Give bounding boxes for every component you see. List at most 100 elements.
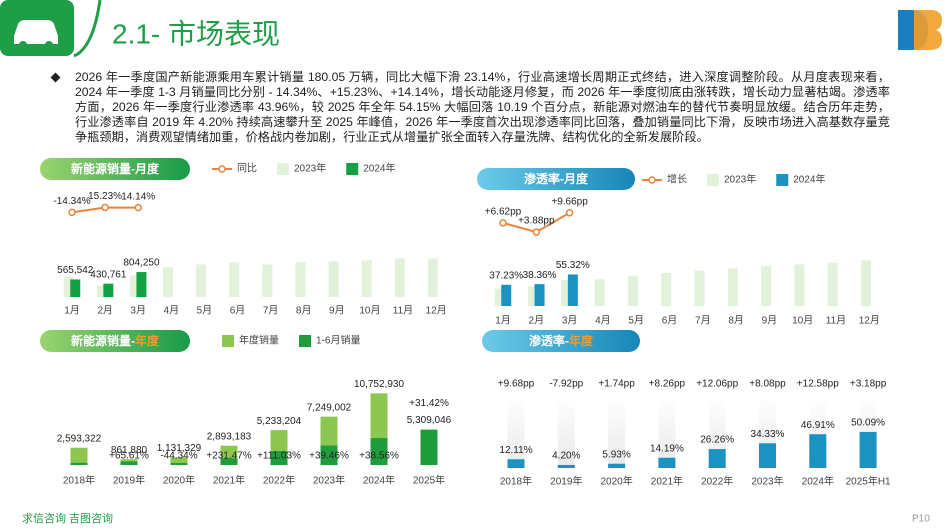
legend-label: 增长 (667, 173, 687, 186)
line-point (532, 228, 541, 236)
value-label: 804,250 (123, 258, 160, 269)
summary: 2026 年一季度国产新能源乘用车累计销量 180.05 万辆，同比大幅下滑 2… (75, 70, 890, 144)
bar (557, 464, 575, 468)
value-label: 4.20% (552, 451, 580, 462)
legend-label: 年度销量 (239, 334, 279, 347)
growth-label: -44.34% (160, 451, 197, 462)
value-label: 565,542 (57, 265, 94, 276)
bar (295, 262, 306, 297)
bar (861, 260, 872, 306)
title-pill (40, 158, 190, 180)
x-tick-label: 2018年 (63, 474, 95, 487)
x-tick-label: 6月 (230, 305, 246, 317)
x-tick-label: 2019年 (113, 474, 145, 487)
x-tick-label: 5月 (628, 315, 644, 327)
bar (658, 457, 676, 468)
value-label: 37.23% (489, 270, 523, 281)
logo (898, 10, 942, 50)
bar (328, 261, 339, 297)
bar (120, 461, 138, 465)
legend-swatch (346, 163, 359, 175)
value-label: 5,309,046 (407, 415, 452, 426)
bar (63, 276, 74, 297)
legend-swatch (707, 174, 719, 186)
bar (70, 279, 81, 297)
growth-label: +31.42% (409, 398, 449, 409)
line-point (101, 203, 109, 212)
bar (96, 285, 107, 297)
chart-title: 新能源销量-年度 (71, 333, 160, 348)
x-tick-label: 10月 (792, 315, 813, 327)
bar (727, 268, 738, 306)
car-icon (14, 20, 58, 49)
bar-track (507, 396, 525, 468)
bar (70, 462, 88, 465)
value-label: 12.11% (499, 445, 532, 456)
bar (827, 262, 838, 306)
bar (694, 270, 705, 306)
bar (70, 447, 88, 465)
bar-track (608, 396, 626, 468)
legend-label: 2024年 (363, 162, 395, 175)
growth-label: -7.92pp (549, 379, 583, 390)
growth-label: +65.61% (109, 451, 149, 462)
title-pill (482, 330, 640, 352)
legend-swatch (222, 335, 234, 347)
value-label: 46.91% (801, 420, 835, 431)
value-label: 5,233,204 (257, 416, 302, 427)
chart-title-text: 新能源销量- (71, 333, 135, 348)
legend-label: 同比 (237, 163, 257, 175)
bar (809, 434, 827, 468)
bar (661, 272, 672, 306)
value-label: 34.33% (751, 429, 785, 440)
title-pill (40, 330, 190, 352)
growth-label: +12.06pp (696, 379, 738, 390)
bar (129, 275, 140, 297)
bar (394, 258, 405, 297)
chart-title: 渗透率-月度 (524, 171, 589, 186)
x-tick-label: 2019年 (550, 475, 582, 488)
value-label: 15.23% (88, 191, 122, 202)
bar (794, 264, 805, 306)
bar (320, 445, 338, 465)
legend-label: 2023年 (724, 173, 756, 186)
growth-label: +231.47% (206, 451, 251, 462)
x-tick-label: 2024年 (802, 475, 834, 488)
chart-title-highlight: 年度 (135, 333, 160, 348)
chart-title-text: 渗透率-月度 (524, 171, 589, 186)
bar-track (557, 396, 575, 468)
bar (759, 443, 776, 468)
bar (627, 275, 638, 306)
growth-label: +1.74pp (598, 379, 635, 390)
x-tick-label: 12月 (426, 305, 447, 317)
bar (708, 449, 726, 468)
bar (507, 459, 525, 468)
growth-label: +38.56% (359, 451, 399, 462)
bar (220, 458, 238, 465)
line-point (565, 209, 574, 217)
legend-marker (648, 176, 656, 184)
bar (196, 264, 207, 297)
bar (567, 274, 578, 306)
page-number: P10 (912, 514, 930, 525)
value-label: 5.93% (602, 449, 630, 460)
value-label: 2,593,322 (57, 433, 102, 444)
x-tick-label: 2025年H1 (846, 475, 891, 488)
x-tick-label: 11月 (826, 315, 846, 327)
value-label: +3.88pp (518, 216, 555, 227)
growth-label: +12.58pp (797, 379, 839, 390)
x-tick-label: 2022年 (263, 474, 295, 487)
legend-swatch (776, 174, 789, 186)
value-label: -14.34% (53, 196, 90, 207)
x-tick-label: 2月 (529, 315, 545, 327)
legend-swatch (277, 163, 289, 175)
value-label: +9.66pp (551, 196, 588, 207)
chart-title-text: 新能源销量-月度 (71, 161, 160, 176)
x-tick-label: 6月 (662, 315, 678, 327)
x-tick-label: 2020年 (163, 474, 195, 487)
value-label: +6.62pp (485, 207, 522, 218)
bar (370, 438, 388, 465)
x-tick-label: 2022年 (701, 475, 733, 488)
